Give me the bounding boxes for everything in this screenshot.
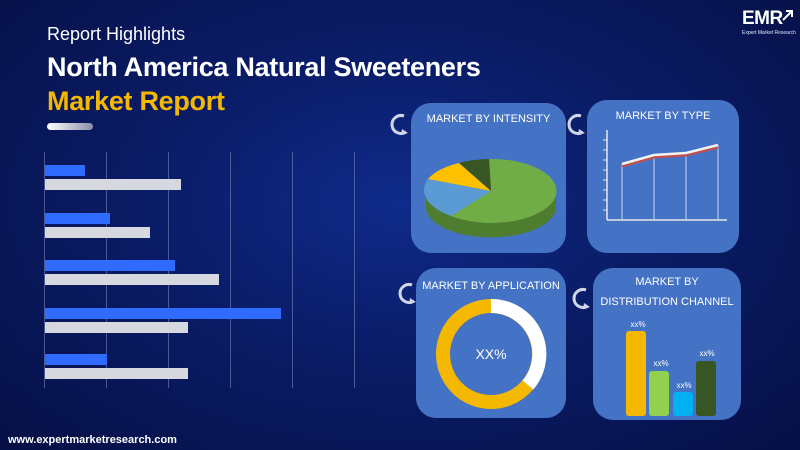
- decorative-pill: [47, 123, 93, 130]
- dist-bar-3: [673, 392, 693, 416]
- bar-gray-1: [45, 179, 181, 190]
- logo-tagline: Expert Market Research: [742, 30, 796, 36]
- bar-gray-4: [45, 322, 188, 333]
- card-market-by-application: MARKET BY APPLICATION XX%: [416, 268, 566, 418]
- type-line-chart: [603, 130, 727, 221]
- grid-line: [292, 152, 293, 388]
- dist-bar-label: xx%: [653, 359, 669, 368]
- footer-url: www.expertmarketresearch.com: [8, 434, 177, 446]
- bar-gray-3: [45, 274, 219, 285]
- logo-text: EMR: [742, 8, 783, 29]
- bar-blue-1: [45, 165, 85, 176]
- curved-arrow-icon: [567, 114, 585, 135]
- emr-logo: EMR Expert Market Research: [742, 8, 796, 40]
- card-market-by-distribution-channel: MARKET BY DISTRIBUTION CHANNEL xx% xx% x…: [593, 268, 741, 420]
- dist-bar-label: xx%: [630, 320, 646, 329]
- dist-bar-1: [626, 331, 646, 416]
- pie-slice-green: [451, 158, 557, 223]
- grid-line: [354, 152, 355, 388]
- bar-blue-5: [45, 354, 107, 365]
- card-market-by-intensity: MARKET BY INTENSITY: [411, 103, 566, 253]
- bar-blue-2: [45, 213, 110, 224]
- bar-gray-5: [45, 368, 188, 379]
- card-title: MARKET BY TYPE: [615, 110, 711, 122]
- logo-arrow-icon: [782, 10, 793, 21]
- curved-arrow-icon: [390, 114, 408, 135]
- card-title-line2: DISTRIBUTION CHANNEL: [600, 296, 734, 308]
- report-eyebrow: Report Highlights: [47, 24, 186, 44]
- dist-bar-label: xx%: [699, 349, 715, 358]
- grid-line: [44, 152, 45, 388]
- card-market-by-type: MARKET BY TYPE: [587, 100, 739, 253]
- bar-blue-4: [45, 308, 281, 319]
- application-donut-chart: [436, 298, 547, 409]
- pie-slice-blue: [424, 179, 491, 216]
- donut-center-label: XX%: [475, 346, 507, 362]
- page-title-line2: Market Report: [47, 86, 225, 116]
- card-title: MARKET BY INTENSITY: [426, 113, 551, 125]
- pie-slice-yellow: [428, 163, 491, 191]
- card-title-line1: MARKET BY: [635, 276, 699, 288]
- bar-blue-3: [45, 260, 175, 271]
- intensity-pie-chart: [424, 158, 557, 238]
- curved-arrow-icon: [398, 283, 416, 304]
- type-series-line: [621, 143, 719, 166]
- pie-slice-dark-green: [459, 159, 491, 191]
- bar-gray-2: [45, 227, 150, 238]
- page-title-line1: North America Natural Sweeteners: [47, 52, 481, 82]
- highlights-bar-chart: [44, 152, 364, 388]
- donut-ring-white: [490, 298, 547, 390]
- dist-bar-2: [649, 371, 669, 416]
- grid-line: [230, 152, 231, 388]
- curved-arrow-icon: [572, 288, 590, 309]
- card-title: MARKET BY APPLICATION: [422, 280, 560, 292]
- dist-bar-label: xx%: [676, 381, 692, 390]
- dist-bar-4: [696, 361, 716, 416]
